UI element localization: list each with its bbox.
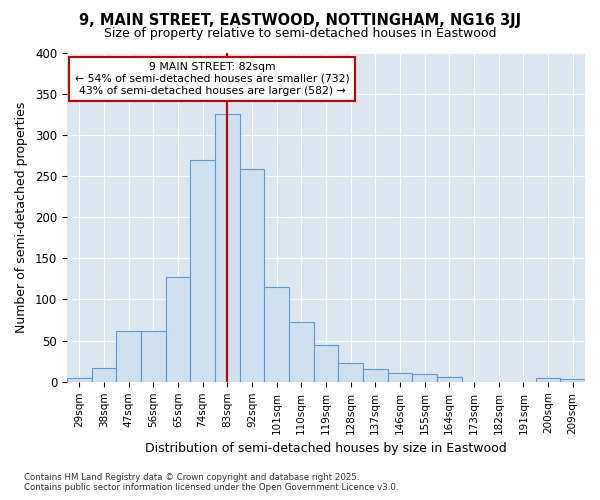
Text: 9, MAIN STREET, EASTWOOD, NOTTINGHAM, NG16 3JJ: 9, MAIN STREET, EASTWOOD, NOTTINGHAM, NG…: [79, 12, 521, 28]
Bar: [437, 377, 461, 382]
Bar: [314, 345, 338, 382]
Text: Contains HM Land Registry data © Crown copyright and database right 2025.
Contai: Contains HM Land Registry data © Crown c…: [24, 473, 398, 492]
Bar: [363, 368, 388, 382]
Bar: [388, 373, 412, 382]
Bar: [560, 380, 585, 382]
Bar: [239, 170, 264, 382]
Bar: [215, 114, 239, 382]
Bar: [536, 378, 560, 382]
Bar: [338, 363, 363, 382]
Bar: [190, 160, 215, 382]
Bar: [141, 331, 166, 382]
X-axis label: Distribution of semi-detached houses by size in Eastwood: Distribution of semi-detached houses by …: [145, 442, 507, 455]
Text: 9 MAIN STREET: 82sqm
← 54% of semi-detached houses are smaller (732)
43% of semi: 9 MAIN STREET: 82sqm ← 54% of semi-detac…: [74, 62, 349, 96]
Text: Size of property relative to semi-detached houses in Eastwood: Size of property relative to semi-detach…: [104, 28, 496, 40]
Bar: [92, 368, 116, 382]
Bar: [289, 322, 314, 382]
Bar: [412, 374, 437, 382]
Bar: [166, 278, 190, 382]
Bar: [264, 287, 289, 382]
Bar: [116, 331, 141, 382]
Y-axis label: Number of semi-detached properties: Number of semi-detached properties: [15, 102, 28, 333]
Bar: [67, 378, 92, 382]
